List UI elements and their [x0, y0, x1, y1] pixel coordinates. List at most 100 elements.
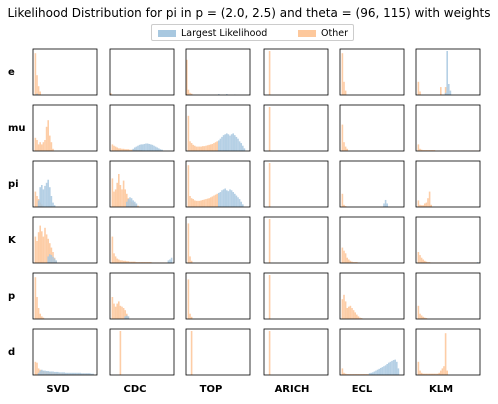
bar-other	[268, 275, 271, 319]
bar-other	[121, 189, 123, 207]
bar-largest	[55, 260, 57, 263]
bar-largest	[224, 134, 226, 151]
bar-other	[344, 90, 347, 95]
bar-largest	[134, 147, 136, 151]
bar-largest	[53, 371, 56, 375]
bar-largest	[243, 148, 246, 151]
bar-other	[349, 374, 352, 375]
bar-other	[39, 91, 41, 95]
bar-other	[187, 89, 190, 95]
bar-other	[190, 260, 193, 263]
bar-other	[36, 297, 38, 319]
bar-other	[341, 247, 344, 263]
bar-largest	[376, 369, 379, 375]
bar-other	[425, 150, 428, 151]
bar-other	[348, 374, 350, 375]
bar-largest	[145, 143, 147, 151]
bar-largest	[47, 371, 49, 375]
bar-largest	[221, 190, 223, 207]
bar-other	[352, 262, 355, 263]
bar-other	[129, 261, 131, 263]
bar-other	[427, 373, 429, 375]
bar-other	[137, 205, 139, 207]
bar-largest	[39, 370, 41, 375]
bar-largest	[143, 143, 146, 151]
bar-largest	[45, 182, 48, 207]
bar-other	[122, 308, 125, 319]
panel-e-arich	[263, 48, 329, 96]
bar-other	[200, 146, 202, 151]
panel-frame	[185, 272, 251, 320]
bar-other	[124, 149, 126, 151]
bar-other	[122, 148, 125, 151]
bar-other	[438, 372, 440, 375]
bar-other	[208, 198, 210, 207]
panel-frame	[339, 216, 405, 264]
bar-largest	[44, 185, 46, 207]
bar-other	[49, 243, 51, 263]
bar-other	[116, 258, 118, 263]
bar-other	[346, 374, 348, 375]
bar-other	[346, 148, 348, 151]
panel-frame	[185, 104, 251, 152]
bar-largest	[45, 371, 48, 375]
bar-largest	[229, 189, 231, 207]
bar-other	[417, 252, 420, 263]
bar-largest	[218, 94, 220, 95]
bar-largest	[448, 84, 450, 95]
bar-other	[116, 303, 118, 319]
bar-other	[110, 93, 112, 95]
bar-other	[427, 198, 429, 207]
bar-other	[341, 53, 344, 95]
bar-other	[190, 143, 193, 151]
bar-other	[203, 199, 206, 207]
bar-largest	[61, 372, 64, 375]
bar-other	[116, 147, 118, 151]
bar-other	[428, 262, 431, 263]
bar-other	[126, 149, 128, 151]
bar-other	[187, 279, 190, 319]
bar-other	[419, 313, 421, 319]
bar-other	[425, 373, 428, 375]
bar-other	[420, 149, 423, 151]
bar-largest	[74, 372, 77, 375]
bar-other	[138, 262, 141, 263]
bar-other	[344, 301, 347, 319]
bar-other	[214, 194, 217, 207]
bar-largest	[375, 370, 377, 375]
bar-other	[419, 148, 421, 151]
bar-other	[122, 260, 125, 263]
bar-other	[354, 312, 356, 319]
bar-other	[197, 146, 199, 151]
bar-largest	[153, 145, 155, 151]
bar-other	[41, 231, 43, 263]
row-label-e: e	[8, 67, 15, 78]
bar-other	[202, 199, 204, 207]
bar-other	[351, 261, 353, 263]
bar-largest	[135, 203, 138, 207]
bar-other	[360, 318, 363, 319]
bar-largest	[219, 138, 222, 151]
bar-other	[42, 317, 45, 319]
bar-largest	[124, 316, 126, 319]
bar-other	[428, 191, 431, 207]
bar-other	[417, 81, 420, 95]
bar-other	[126, 261, 128, 263]
bar-other	[148, 262, 150, 263]
bar-other	[210, 144, 212, 151]
bar-other	[36, 140, 38, 151]
legend-swatch-other	[298, 29, 316, 37]
bar-other	[343, 294, 345, 319]
row-label-mu: mu	[8, 123, 26, 134]
bar-largest	[383, 203, 385, 207]
panel-mu-svd	[32, 104, 98, 152]
panel-k-svd	[32, 216, 98, 264]
bar-other	[192, 144, 194, 151]
bar-other	[195, 200, 198, 207]
panel-pi-klm	[415, 160, 481, 208]
bar-largest	[449, 90, 452, 95]
bar-other	[420, 315, 423, 319]
bar-other	[111, 178, 114, 207]
bar-other	[121, 148, 123, 151]
bar-other	[111, 144, 114, 151]
